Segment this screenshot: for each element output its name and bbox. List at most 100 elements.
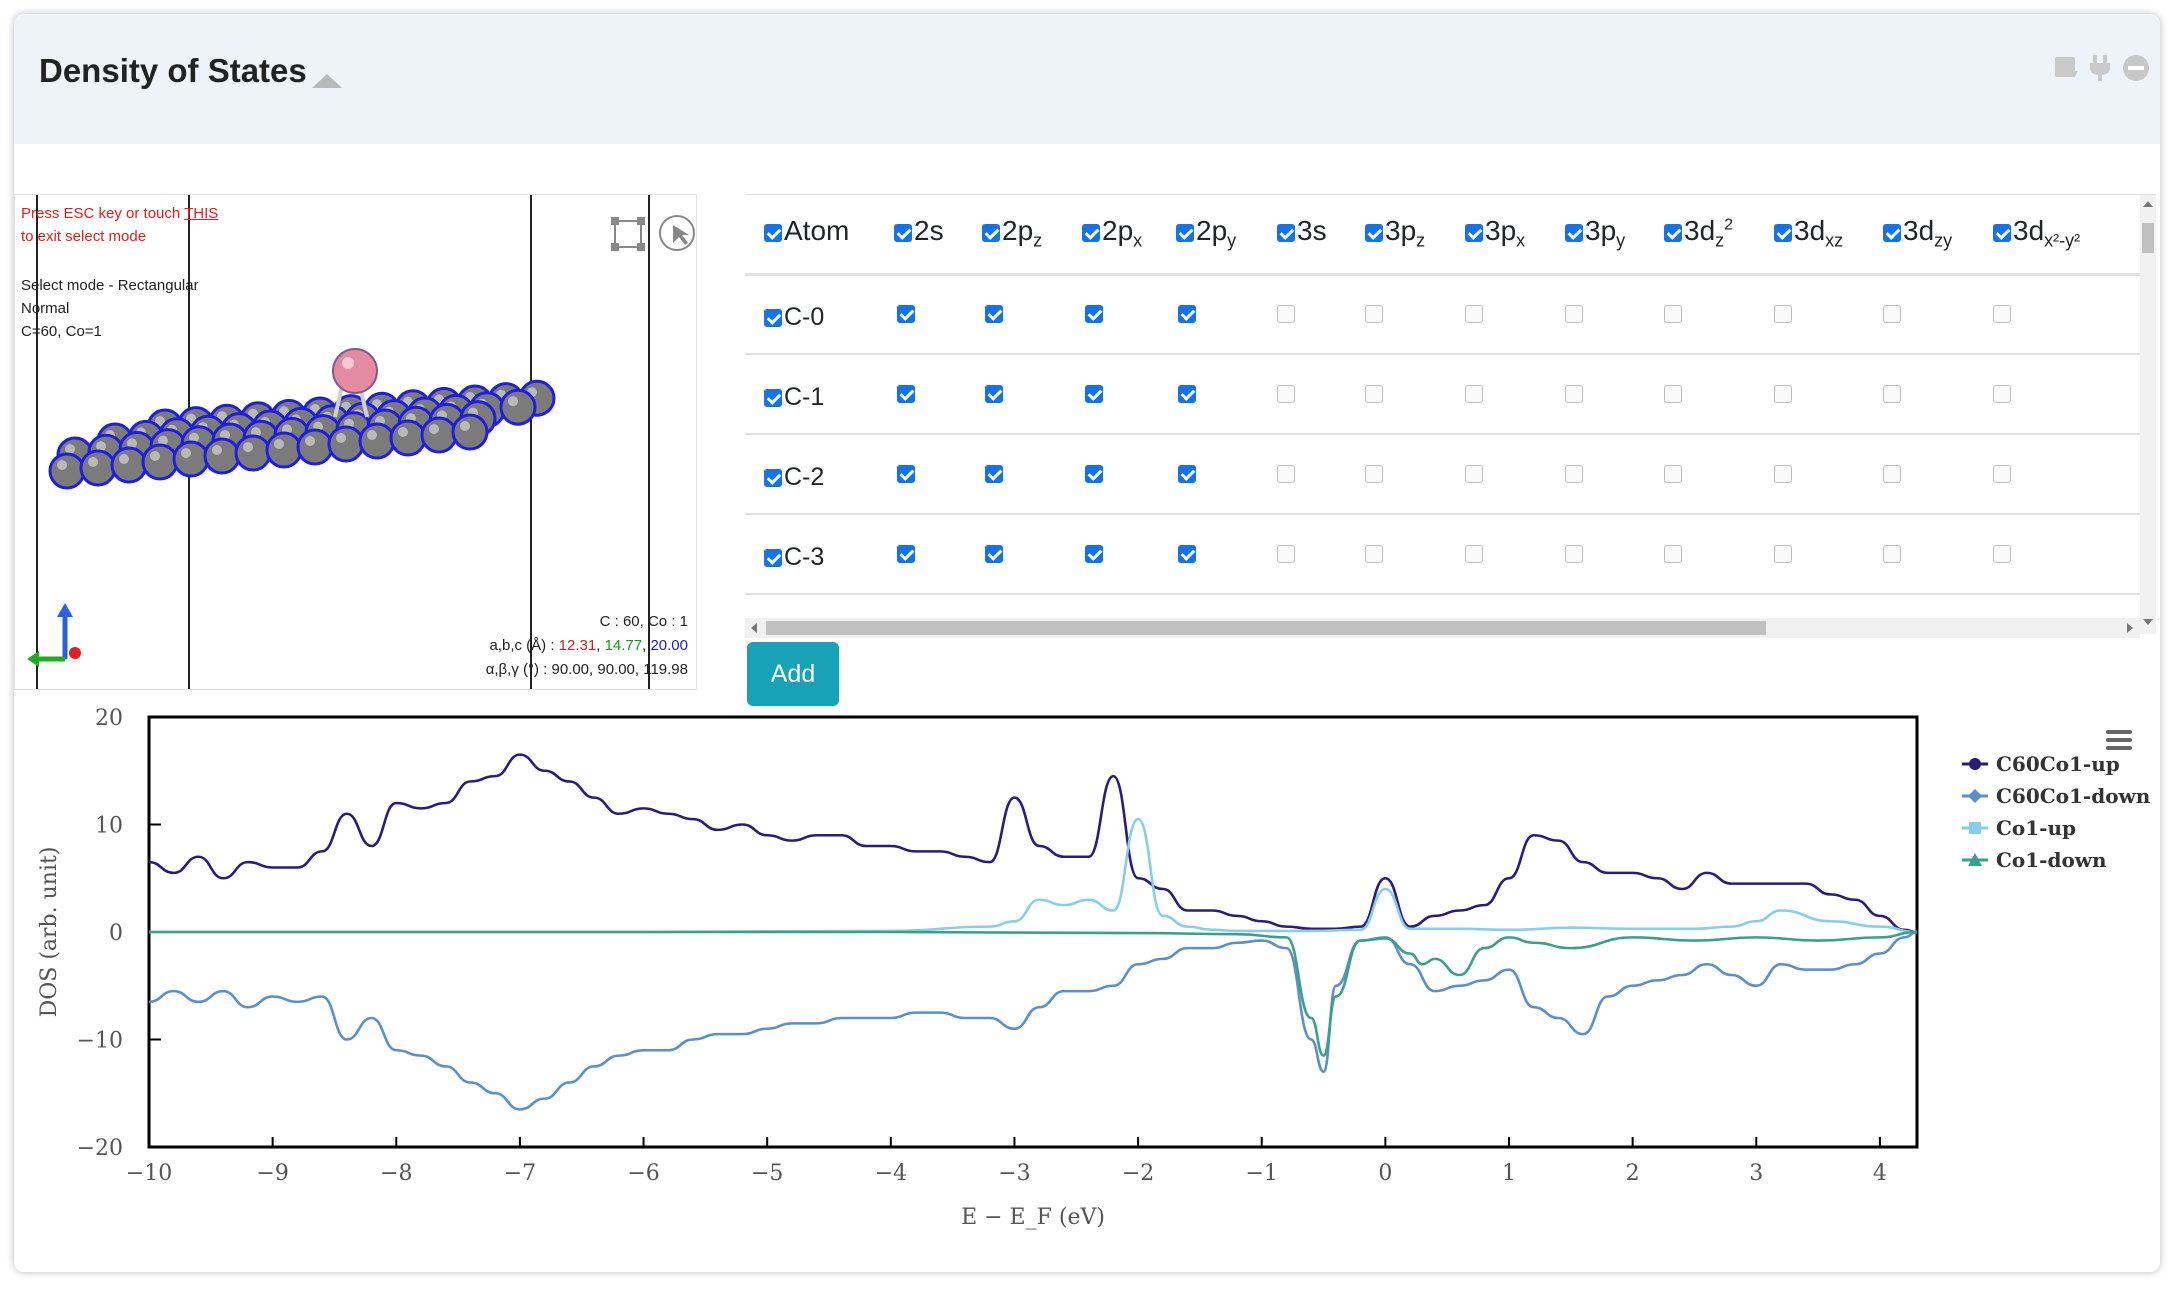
- add-button[interactable]: Add: [747, 642, 839, 706]
- orbital-checkbox[interactable]: [1664, 545, 1682, 563]
- orbital-checkbox[interactable]: [897, 545, 915, 563]
- carbon-atom: [451, 413, 489, 451]
- column-checkbox[interactable]: [1176, 224, 1194, 242]
- orbital-checkbox[interactable]: [1565, 465, 1583, 483]
- atom-row-label: C-1: [764, 383, 824, 412]
- orbital-checkbox[interactable]: [1883, 465, 1901, 483]
- y-axis-label: DOS (arb. unit): [37, 847, 62, 1018]
- scroll-down-icon[interactable]: [2143, 619, 2153, 625]
- column-checkbox[interactable]: [1993, 224, 2011, 242]
- orbital-checkbox[interactable]: [1277, 465, 1295, 483]
- orbital-checkbox[interactable]: [1565, 385, 1583, 403]
- orbital-checkbox[interactable]: [1993, 385, 2011, 403]
- atom-row-checkbox[interactable]: [764, 309, 782, 327]
- orbital-checkbox[interactable]: [985, 305, 1003, 323]
- scroll-up-icon[interactable]: [2143, 201, 2153, 207]
- orbital-checkbox[interactable]: [1664, 305, 1682, 323]
- column-checkbox[interactable]: [894, 224, 912, 242]
- orbital-checkbox[interactable]: [897, 465, 915, 483]
- orbital-checkbox[interactable]: [897, 385, 915, 403]
- orbital-checkbox[interactable]: [1565, 545, 1583, 563]
- orbital-checkbox[interactable]: [1085, 465, 1103, 483]
- column-header-11: 3dzy: [1883, 215, 1952, 252]
- column-checkbox[interactable]: [1365, 224, 1383, 242]
- column-checkbox[interactable]: [764, 224, 782, 242]
- orbital-checkbox[interactable]: [1178, 305, 1196, 323]
- atom-row-checkbox[interactable]: [764, 469, 782, 487]
- chart-menu-icon[interactable]: [2106, 730, 2132, 750]
- column-checkbox[interactable]: [1082, 224, 1100, 242]
- touch-select-icon[interactable]: [659, 215, 695, 251]
- orbital-checkbox[interactable]: [1993, 305, 2011, 323]
- series-line-Co1-up: [149, 817, 1918, 934]
- y-tick-label: −10: [77, 1029, 123, 1054]
- orbital-checkbox[interactable]: [1085, 385, 1103, 403]
- orbital-checkbox[interactable]: [1774, 305, 1792, 323]
- vertical-scrollbar[interactable]: [2140, 195, 2156, 634]
- column-checkbox[interactable]: [1277, 224, 1295, 242]
- orbital-checkbox[interactable]: [1178, 465, 1196, 483]
- orbital-checkbox[interactable]: [1774, 385, 1792, 403]
- orbital-checkbox[interactable]: [1365, 545, 1383, 563]
- structure-viewer[interactable]: Press ESC key or touch THIS to exit sele…: [14, 194, 697, 690]
- orbital-checkbox[interactable]: [1664, 385, 1682, 403]
- x-tick-label: −3: [998, 1161, 1030, 1186]
- orbital-checkbox[interactable]: [1277, 545, 1295, 563]
- orbital-checkbox[interactable]: [1465, 305, 1483, 323]
- scroll-right-icon[interactable]: [2127, 623, 2133, 633]
- column-header-3: 2px: [1082, 215, 1142, 252]
- row-divider: [745, 353, 2140, 355]
- orbital-checkbox[interactable]: [985, 545, 1003, 563]
- orbital-checkbox[interactable]: [1085, 545, 1103, 563]
- orbital-checkbox[interactable]: [985, 385, 1003, 403]
- orbital-checkbox[interactable]: [1277, 385, 1295, 403]
- esc-link[interactable]: THIS: [184, 205, 219, 222]
- orbital-checkbox[interactable]: [1664, 465, 1682, 483]
- orbital-checkbox[interactable]: [1465, 545, 1483, 563]
- horizontal-scrollbar[interactable]: [745, 618, 2140, 638]
- column-header-4: 2py: [1176, 215, 1236, 252]
- orbital-checkbox[interactable]: [1365, 385, 1383, 403]
- export-icon[interactable]: [2054, 54, 2080, 80]
- atom-row-checkbox[interactable]: [764, 549, 782, 567]
- orbital-table: Atom 2s 2pz 2px 2py 3s 3pz 3px 3py 3dz2 3dxz 3dzy 3d…: [745, 194, 2156, 634]
- orbital-checkbox[interactable]: [1465, 465, 1483, 483]
- orbital-checkbox[interactable]: [1365, 305, 1383, 323]
- orbital-checkbox[interactable]: [1178, 385, 1196, 403]
- column-checkbox[interactable]: [1883, 224, 1901, 242]
- orbital-checkbox[interactable]: [1178, 545, 1196, 563]
- minimize-icon[interactable]: [2122, 54, 2152, 84]
- atom-row-checkbox[interactable]: [764, 389, 782, 407]
- column-checkbox[interactable]: [1565, 224, 1583, 242]
- plug-icon[interactable]: [2088, 54, 2114, 82]
- molecule-canvas[interactable]: [15, 195, 697, 690]
- orbital-checkbox[interactable]: [1993, 545, 2011, 563]
- y-tick-label: −20: [77, 1136, 123, 1161]
- scroll-left-icon[interactable]: [751, 623, 757, 633]
- select-box-icon[interactable]: [611, 217, 645, 251]
- orbital-checkbox[interactable]: [1993, 465, 2011, 483]
- orbital-checkbox[interactable]: [1277, 305, 1295, 323]
- orbital-checkbox[interactable]: [1465, 385, 1483, 403]
- orbital-checkbox[interactable]: [1883, 305, 1901, 323]
- orbital-checkbox[interactable]: [1774, 545, 1792, 563]
- atom-row-label: C-3: [764, 543, 824, 572]
- orbital-checkbox[interactable]: [897, 305, 915, 323]
- horizontal-scroll-thumb[interactable]: [766, 621, 1766, 635]
- column-checkbox[interactable]: [1664, 224, 1682, 242]
- column-checkbox[interactable]: [1465, 224, 1483, 242]
- collapse-toggle-icon[interactable]: [312, 74, 342, 88]
- card-header: Density of States: [14, 14, 2160, 144]
- column-checkbox[interactable]: [1774, 224, 1792, 242]
- orbital-checkbox[interactable]: [1883, 385, 1901, 403]
- orbital-checkbox[interactable]: [1085, 305, 1103, 323]
- orbital-checkbox[interactable]: [985, 465, 1003, 483]
- orbital-checkbox[interactable]: [1774, 465, 1792, 483]
- vertical-scroll-thumb[interactable]: [2142, 223, 2154, 253]
- x-tick-label: −10: [126, 1161, 172, 1186]
- orbital-checkbox[interactable]: [1365, 465, 1383, 483]
- column-checkbox[interactable]: [982, 224, 1000, 242]
- orbital-checkbox[interactable]: [1565, 305, 1583, 323]
- orbital-checkbox[interactable]: [1883, 545, 1901, 563]
